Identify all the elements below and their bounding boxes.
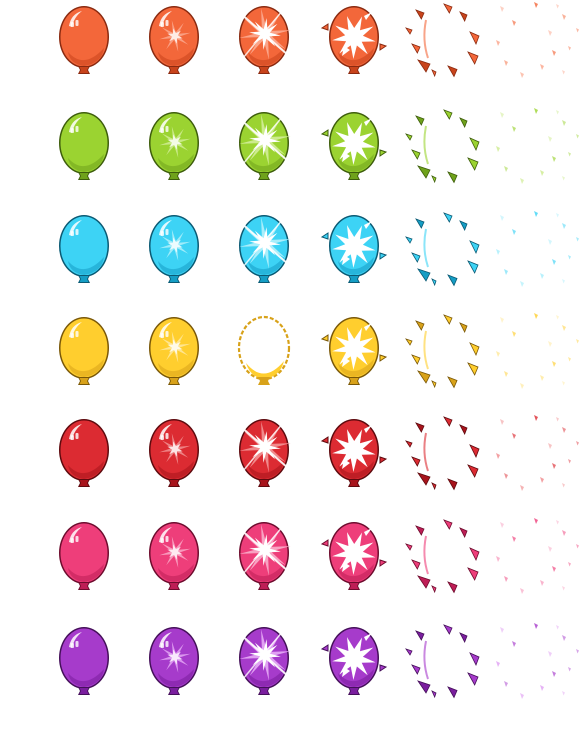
balloon-yellow-sparkle-sprite — [134, 311, 214, 401]
balloon-red-burst-flash-sprite — [224, 413, 304, 503]
balloon-lime-intact-sprite — [44, 106, 124, 196]
balloon-pink-fragments-sprite — [402, 516, 482, 606]
balloon-pink-fade-sprite — [548, 516, 585, 606]
balloon-purple-fragments-sprite — [402, 621, 482, 711]
balloon-cyan-fragments-sprite — [402, 209, 482, 299]
balloon-red-scatter-sprite — [490, 413, 570, 503]
balloon-cyan-scatter-sprite — [490, 209, 570, 299]
balloon-red-intact-sprite — [44, 413, 124, 503]
balloon-pink-shatter-sprite — [314, 516, 394, 606]
balloon-purple-shatter-sprite — [314, 621, 394, 711]
balloon-orange-fragments-sprite — [402, 0, 482, 90]
balloon-orange-shatter-sprite — [314, 0, 394, 90]
balloon-yellow-fragments-sprite — [402, 311, 482, 401]
balloon-lime-burst-flash-sprite — [224, 106, 304, 196]
balloon-red-fade-sprite — [548, 413, 585, 503]
balloon-cyan-burst-flash-sprite — [224, 209, 304, 299]
balloon-pink-burst-flash-sprite — [224, 516, 304, 606]
balloon-purple-fade-sprite — [548, 621, 585, 711]
balloon-purple-sparkle-sprite — [134, 621, 214, 711]
balloon-yellow-scatter-sprite — [490, 311, 570, 401]
balloon-red-shatter-sprite — [314, 413, 394, 503]
balloon-yellow-fade-sprite — [548, 311, 585, 401]
balloon-cyan-shatter-sprite — [314, 209, 394, 299]
balloon-yellow-burst-flash-sprite — [224, 311, 304, 401]
balloon-pink-sparkle-sprite — [134, 516, 214, 606]
balloon-yellow-shatter-sprite — [314, 311, 394, 401]
balloon-red-fragments-sprite — [402, 413, 482, 503]
balloon-pink-intact-sprite — [44, 516, 124, 606]
balloon-lime-fade-sprite — [548, 106, 585, 196]
balloon-purple-intact-sprite — [44, 621, 124, 711]
balloon-cyan-intact-sprite — [44, 209, 124, 299]
balloon-lime-sparkle-sprite — [134, 106, 214, 196]
balloon-pink-scatter-sprite — [490, 516, 570, 606]
balloon-purple-scatter-sprite — [490, 621, 570, 711]
balloon-lime-shatter-sprite — [314, 106, 394, 196]
balloon-lime-fragments-sprite — [402, 106, 482, 196]
balloon-orange-fade-sprite — [548, 0, 585, 90]
balloon-cyan-fade-sprite — [548, 209, 585, 299]
balloon-lime-scatter-sprite — [490, 106, 570, 196]
balloon-orange-intact-sprite — [44, 0, 124, 90]
balloon-orange-scatter-sprite — [490, 0, 570, 90]
balloon-orange-burst-flash-sprite — [224, 0, 304, 90]
balloon-red-sparkle-sprite — [134, 413, 214, 503]
balloon-cyan-sparkle-sprite — [134, 209, 214, 299]
balloon-purple-burst-flash-sprite — [224, 621, 304, 711]
balloon-orange-sparkle-sprite — [134, 0, 214, 90]
balloon-yellow-intact-sprite — [44, 311, 124, 401]
